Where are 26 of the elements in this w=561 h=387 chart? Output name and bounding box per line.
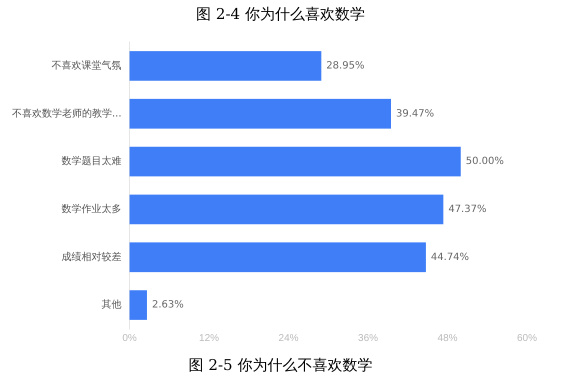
text: 图 2-5 你为什么不喜欢数学 (188, 355, 374, 376)
data-label: 44.74% (430, 252, 470, 263)
x-tick-label: 24% (278, 332, 299, 344)
y-tick-label: 不喜欢课堂气氛 (52, 60, 122, 72)
bar (130, 146, 461, 176)
y-tick-label: 成绩相对较差 (62, 250, 122, 263)
bar (130, 98, 391, 129)
data-label: 39.47% (396, 108, 434, 120)
bar (130, 194, 444, 224)
y-tick-label: 其他 (102, 298, 122, 311)
x-tick-label: 60% (516, 332, 538, 344)
bar (130, 242, 426, 272)
y-tick-label: 数学题目太难 (62, 155, 122, 168)
data-label: 2.63% (152, 300, 184, 311)
bar (130, 290, 147, 320)
y-tick-label: 不喜欢数学老师的教学... (12, 107, 122, 120)
caption: 图 2-4 你为什么喜欢数学 (195, 4, 366, 25)
x-tick-label: 36% (358, 332, 378, 344)
x-tick-label: 48% (438, 332, 458, 344)
data-label: 47.37% (448, 204, 486, 216)
y-tick-label: 数学作业太多 (62, 203, 122, 216)
x-tick-label: 12% (199, 332, 220, 344)
bar (130, 51, 322, 81)
data-label: 28.95% (326, 60, 364, 72)
data-label: 50.00% (466, 156, 504, 168)
x-tick-label: 0% (122, 332, 137, 344)
